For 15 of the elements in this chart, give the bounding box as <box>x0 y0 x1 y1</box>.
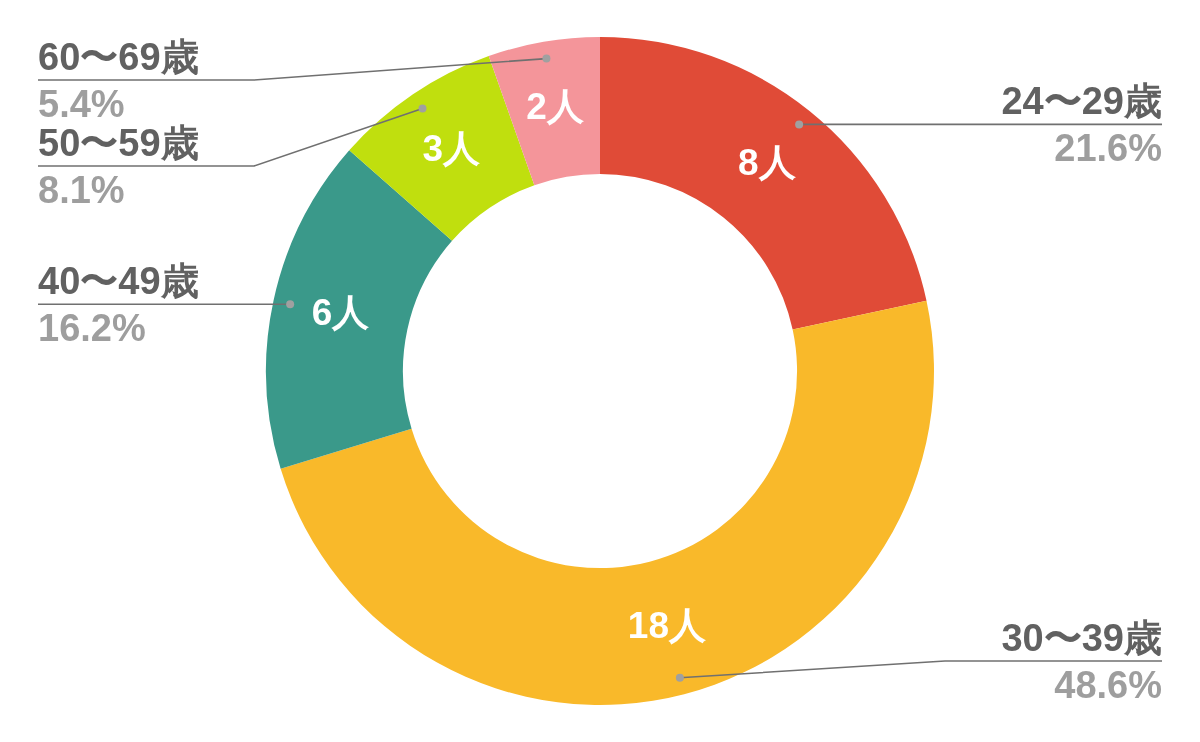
text: 48.6% <box>1054 664 1162 706</box>
data-label: 8人 <box>738 141 796 183</box>
data-label: 3人 <box>422 128 481 170</box>
slice-label: 40〜49歳 <box>38 260 199 303</box>
text: 5.4% <box>38 83 125 125</box>
slice-label: 60〜69歳 <box>38 36 199 78</box>
data-label: 2人 <box>526 86 584 128</box>
data-label: 6人 <box>311 292 370 334</box>
slice-label: 24〜29歳 <box>1001 80 1162 123</box>
text: 16.2% <box>38 307 146 350</box>
text: 21.6% <box>1054 127 1162 170</box>
slice-label: 30〜39歳 <box>1001 617 1162 659</box>
data-label: 18人 <box>627 605 706 647</box>
slice-label: 50〜59歳 <box>38 122 199 164</box>
text: 8.1% <box>38 169 125 211</box>
